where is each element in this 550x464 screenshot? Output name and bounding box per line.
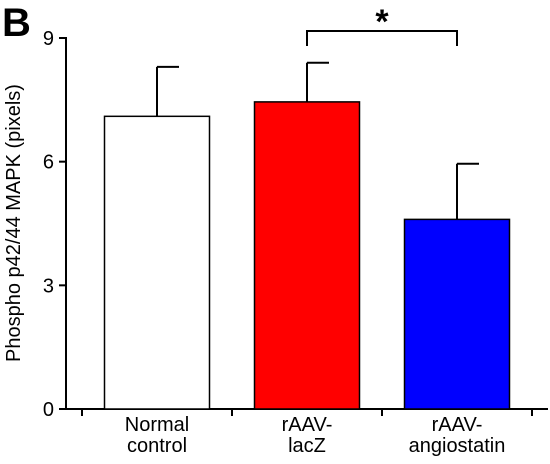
x-tick-label: Normal [125,414,189,436]
x-tick-label: rAAV- [282,414,333,436]
x-tick-label: rAAV- [432,414,483,436]
panel-label: B [2,1,31,45]
bar [403,218,511,410]
plot-area: 0369NormalcontrolrAAV-lacZrAAV-angiostat… [43,3,548,457]
bar [253,101,361,410]
significance-star: * [375,3,389,41]
y-tick-label: 0 [43,399,54,421]
x-tick-label: angiostatin [409,435,506,457]
y-tick-label: 9 [43,28,54,50]
x-tick-label: control [127,435,187,457]
y-axis-label: Phospho p42/44 MAPK (pixels) [3,84,25,362]
bar [103,115,211,410]
x-tick-label: lacZ [288,435,326,457]
y-tick-label: 6 [43,152,54,174]
significance-bracket [306,30,458,46]
y-tick-label: 3 [43,275,54,297]
